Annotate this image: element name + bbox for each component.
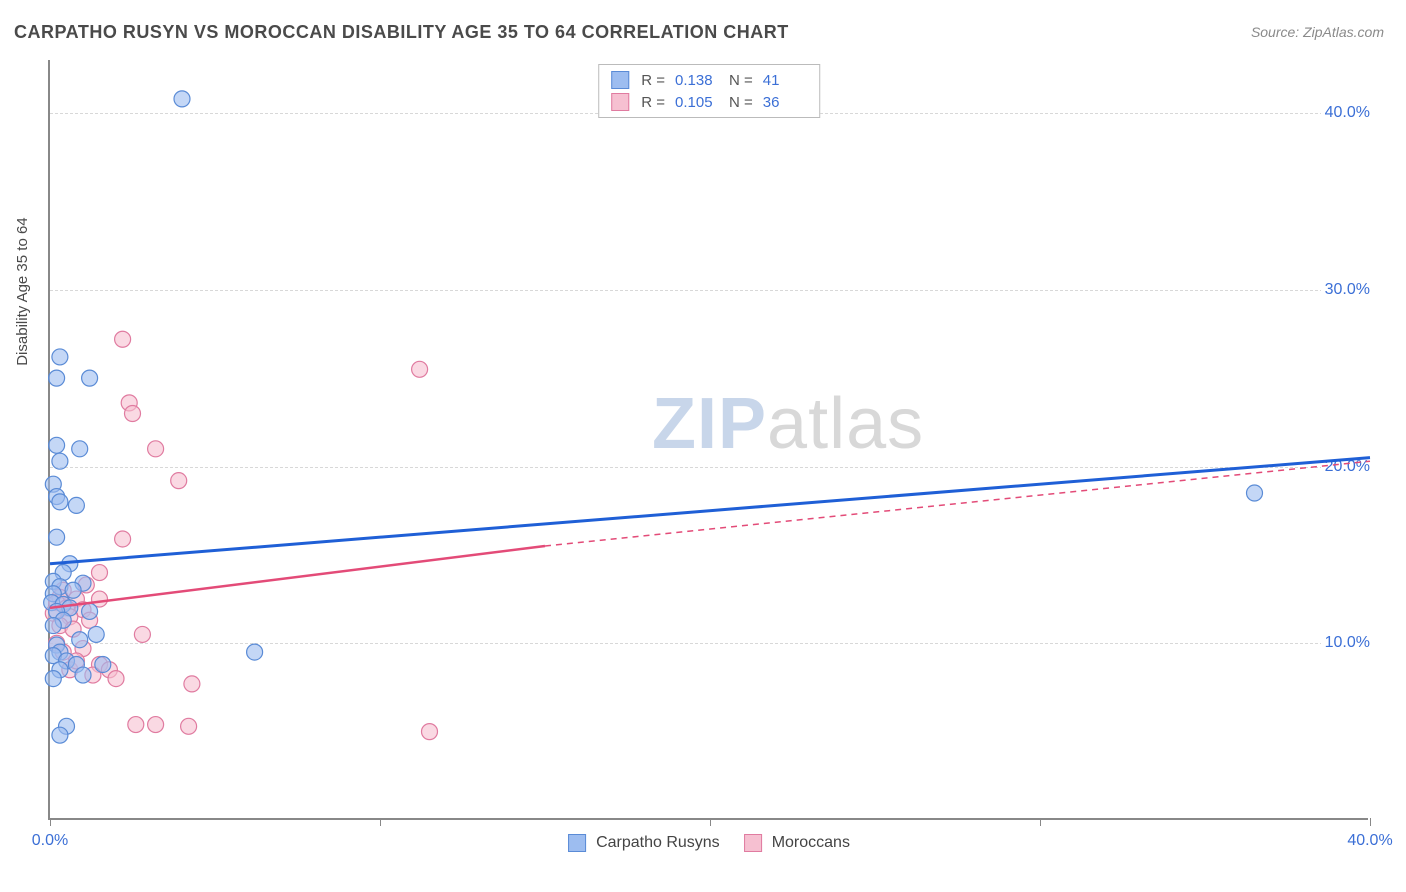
trend-line <box>50 546 545 608</box>
scatter-point <box>49 437 65 453</box>
scatter-point <box>148 441 164 457</box>
scatter-point <box>49 370 65 386</box>
scatter-point <box>174 91 190 107</box>
chart-container: CARPATHO RUSYN VS MOROCCAN DISABILITY AG… <box>0 0 1406 892</box>
scatter-point <box>65 582 81 598</box>
n-value-1: 36 <box>763 94 807 111</box>
source-attribution: Source: ZipAtlas.com <box>1251 24 1384 40</box>
stats-legend: R = 0.138 N = 41 R = 0.105 N = 36 <box>598 64 820 118</box>
source-name: ZipAtlas.com <box>1303 24 1384 40</box>
r-label-1: R = <box>641 94 665 111</box>
scatter-point <box>115 531 131 547</box>
scatter-point <box>45 618 61 634</box>
legend-swatch-0 <box>568 834 586 852</box>
x-tick <box>1040 818 1041 826</box>
scatter-point <box>125 405 141 421</box>
scatter-point <box>49 529 65 545</box>
scatter-point <box>52 349 68 365</box>
scatter-point <box>412 361 428 377</box>
stats-row-0: R = 0.138 N = 41 <box>611 69 807 91</box>
scatter-point <box>68 497 84 513</box>
trend-line <box>50 458 1370 564</box>
trend-line <box>545 461 1370 546</box>
x-tick <box>380 818 381 826</box>
plot-area: ZIPatlas 10.0%20.0%30.0%40.0% 0.0%40.0% … <box>48 60 1368 820</box>
stats-row-1: R = 0.105 N = 36 <box>611 91 807 113</box>
r-value-1: 0.105 <box>675 94 719 111</box>
legend-swatch-1 <box>744 834 762 852</box>
legend-label-0: Carpatho Rusyns <box>596 834 720 852</box>
scatter-point <box>82 603 98 619</box>
y-axis-label: Disability Age 35 to 64 <box>14 217 31 365</box>
legend-item-1: Moroccans <box>744 834 850 852</box>
scatter-point <box>422 724 438 740</box>
swatch-series-0 <box>611 71 629 89</box>
scatter-point <box>92 565 108 581</box>
scatter-point <box>134 626 150 642</box>
scatter-point <box>45 671 61 687</box>
x-tick-label: 40.0% <box>1347 832 1392 850</box>
n-value-0: 41 <box>763 72 807 89</box>
scatter-point <box>52 727 68 743</box>
scatter-point <box>171 473 187 489</box>
scatter-point <box>148 717 164 733</box>
legend-label-1: Moroccans <box>772 834 850 852</box>
scatter-point <box>128 717 144 733</box>
scatter-point <box>72 632 88 648</box>
series-legend: Carpatho Rusyns Moroccans <box>568 834 850 852</box>
x-tick-label: 0.0% <box>32 832 68 850</box>
n-label-0: N = <box>729 72 753 89</box>
scatter-point <box>108 671 124 687</box>
scatter-point <box>115 331 131 347</box>
scatter-point <box>52 453 68 469</box>
scatter-point <box>88 626 104 642</box>
r-value-0: 0.138 <box>675 72 719 89</box>
x-tick <box>50 818 51 826</box>
scatter-point <box>82 370 98 386</box>
r-label-0: R = <box>641 72 665 89</box>
x-tick <box>1370 818 1371 826</box>
x-tick <box>710 818 711 826</box>
scatter-point <box>75 667 91 683</box>
swatch-series-1 <box>611 93 629 111</box>
n-label-1: N = <box>729 94 753 111</box>
scatter-point <box>95 656 111 672</box>
scatter-point <box>52 494 68 510</box>
chart-title: CARPATHO RUSYN VS MOROCCAN DISABILITY AG… <box>14 22 789 43</box>
legend-item-0: Carpatho Rusyns <box>568 834 720 852</box>
scatter-point <box>1247 485 1263 501</box>
source-label: Source: <box>1251 24 1299 40</box>
scatter-point <box>184 676 200 692</box>
scatter-svg <box>50 60 1368 818</box>
scatter-point <box>72 441 88 457</box>
scatter-point <box>247 644 263 660</box>
scatter-point <box>181 718 197 734</box>
